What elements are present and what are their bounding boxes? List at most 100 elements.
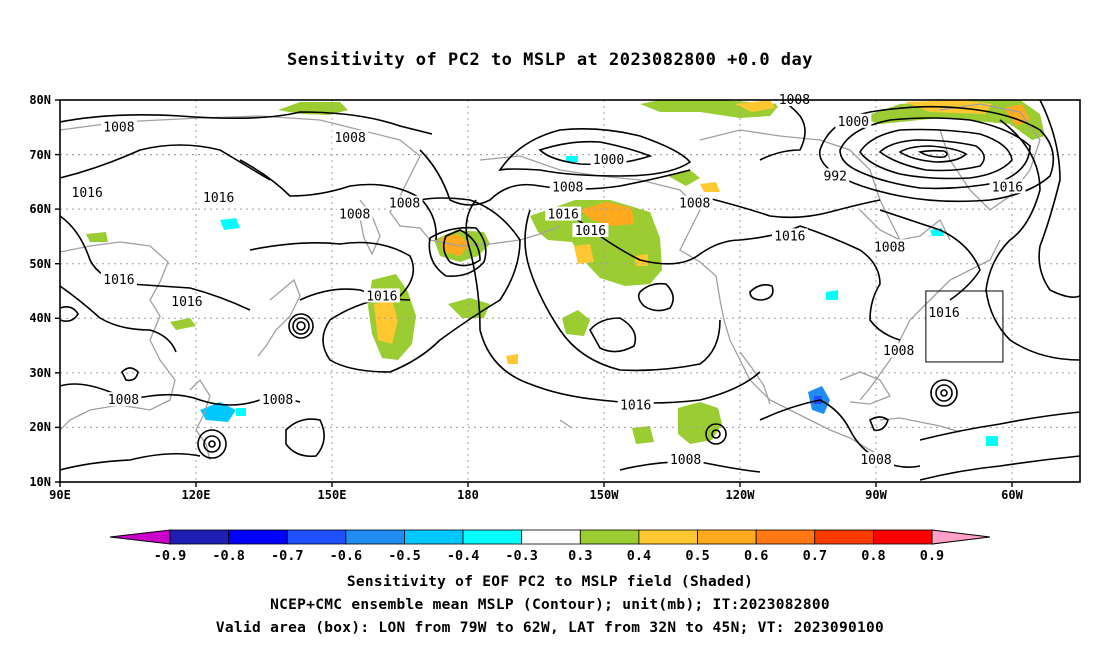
contour-line xyxy=(859,128,1013,180)
contour-label-bg xyxy=(821,168,850,183)
shade-green-patch xyxy=(278,102,348,115)
coastline-westcoast-na xyxy=(715,275,891,461)
contour-label: 1008 xyxy=(389,197,420,212)
contour-line xyxy=(1038,100,1080,298)
colorbar-label: 0.3 xyxy=(568,548,592,564)
lat-label: 70N xyxy=(29,148,51,162)
contour-label-bg xyxy=(590,152,627,167)
contour-label-bg xyxy=(926,304,962,319)
contour-label: 1008 xyxy=(108,393,139,408)
chart-title: Sensitivity of PC2 to MSLP at 2023082800… xyxy=(286,50,813,70)
coastline-caribbean xyxy=(879,417,961,433)
lat-axis-labels: 80N 70N 60N 50N 40N 30N 20N 10N xyxy=(29,93,51,489)
shade-green-patch xyxy=(448,298,490,318)
colorbar-swatch xyxy=(286,529,347,545)
shade-cyan-patch xyxy=(220,218,240,230)
contour-label-bg xyxy=(617,397,654,412)
colorbar-swatch xyxy=(228,529,288,545)
tick-marks xyxy=(55,99,1013,487)
cyclone-ring xyxy=(197,429,227,459)
contour-label-bg xyxy=(100,272,137,287)
shade-orange-patch xyxy=(574,244,594,264)
contour-label-bg xyxy=(386,195,423,210)
coastline-aleutians xyxy=(429,225,561,247)
contour-line xyxy=(919,455,1080,481)
colorbar-low-end xyxy=(109,529,171,545)
cyclone-ring xyxy=(288,313,314,339)
contour-label: 1008 xyxy=(334,131,365,146)
lat-label: 80N xyxy=(29,93,51,107)
colorbar-label: -0.5 xyxy=(388,548,421,564)
contour-line xyxy=(699,195,881,219)
graticule xyxy=(60,100,1080,482)
colorbar-label: 0.4 xyxy=(627,548,651,564)
contour-line xyxy=(538,140,653,166)
contour-label: 1016 xyxy=(548,208,579,223)
contour-label-bg xyxy=(880,343,917,358)
lat-label: 40N xyxy=(29,311,51,325)
contour-line xyxy=(442,229,481,267)
shade-green-patch xyxy=(562,310,590,336)
contour-label-bg xyxy=(835,113,872,128)
colorbar-label: 0.5 xyxy=(685,548,709,564)
contour-line xyxy=(60,215,251,311)
contour-label: 1000 xyxy=(838,115,869,130)
coastline-hudson xyxy=(859,209,951,241)
contour-label: 1008 xyxy=(103,120,134,135)
contour-label-bg xyxy=(332,130,369,145)
shade-green-patch xyxy=(86,232,108,242)
colorbar-label: -0.3 xyxy=(505,548,538,564)
colorbar-swatch xyxy=(462,529,523,545)
shade-green-patch xyxy=(170,318,196,330)
contour-line xyxy=(239,159,437,241)
contour-line xyxy=(60,111,433,135)
contour-label: 1016 xyxy=(774,229,805,244)
colorbar-high-end xyxy=(931,529,991,545)
lat-label: 20N xyxy=(29,420,51,434)
contour-label-bg xyxy=(549,179,586,194)
contour-line xyxy=(589,317,637,353)
contour-label: 1016 xyxy=(992,180,1023,195)
lon-label: 120W xyxy=(726,488,756,502)
coastline-japan xyxy=(257,278,301,357)
contour-label-bg xyxy=(676,195,713,210)
contour-label-bg xyxy=(168,293,205,308)
coastline-asia xyxy=(60,241,176,431)
contour-label: 1016 xyxy=(203,191,234,206)
contour-label-bg xyxy=(989,179,1026,194)
contour-label-bg xyxy=(259,392,296,407)
lat-label: 60N xyxy=(29,202,51,216)
contour-line xyxy=(419,149,691,206)
coastline-alaska xyxy=(479,155,717,277)
contour-label-bg xyxy=(336,206,373,221)
colorbar-swatch xyxy=(579,529,640,545)
colorbar-label: -0.9 xyxy=(154,548,187,564)
contour-line xyxy=(985,119,1080,361)
shade-green-patch xyxy=(860,100,1045,140)
shade-green-patch xyxy=(678,402,722,444)
cyclone-ring xyxy=(203,435,221,453)
contour-line xyxy=(498,128,692,177)
contour-line xyxy=(428,226,487,278)
contour-line xyxy=(869,416,889,432)
colorbar-label: 0.6 xyxy=(744,548,768,564)
cyclone-ring xyxy=(711,429,721,439)
colorbar-label: 0.8 xyxy=(861,548,885,564)
cyclone-ring xyxy=(935,384,953,402)
contour-line xyxy=(879,209,981,301)
contour-label: 1016 xyxy=(366,289,397,304)
lon-label: 90W xyxy=(865,488,887,502)
cyclone-ring xyxy=(296,321,306,331)
colorbar-swatch xyxy=(638,529,698,545)
contour-line xyxy=(60,144,271,181)
colorbar-swatch xyxy=(169,529,230,545)
contour-label-bg xyxy=(771,228,808,243)
lon-label: 150E xyxy=(318,488,347,502)
lat-label: 50N xyxy=(29,257,51,271)
colorbar-label: 0.9 xyxy=(920,548,944,564)
shade-orange-patch xyxy=(374,300,398,344)
coastline-gulf xyxy=(839,371,891,405)
lon-label: 120E xyxy=(182,488,211,502)
lat-label: 10N xyxy=(29,475,51,489)
